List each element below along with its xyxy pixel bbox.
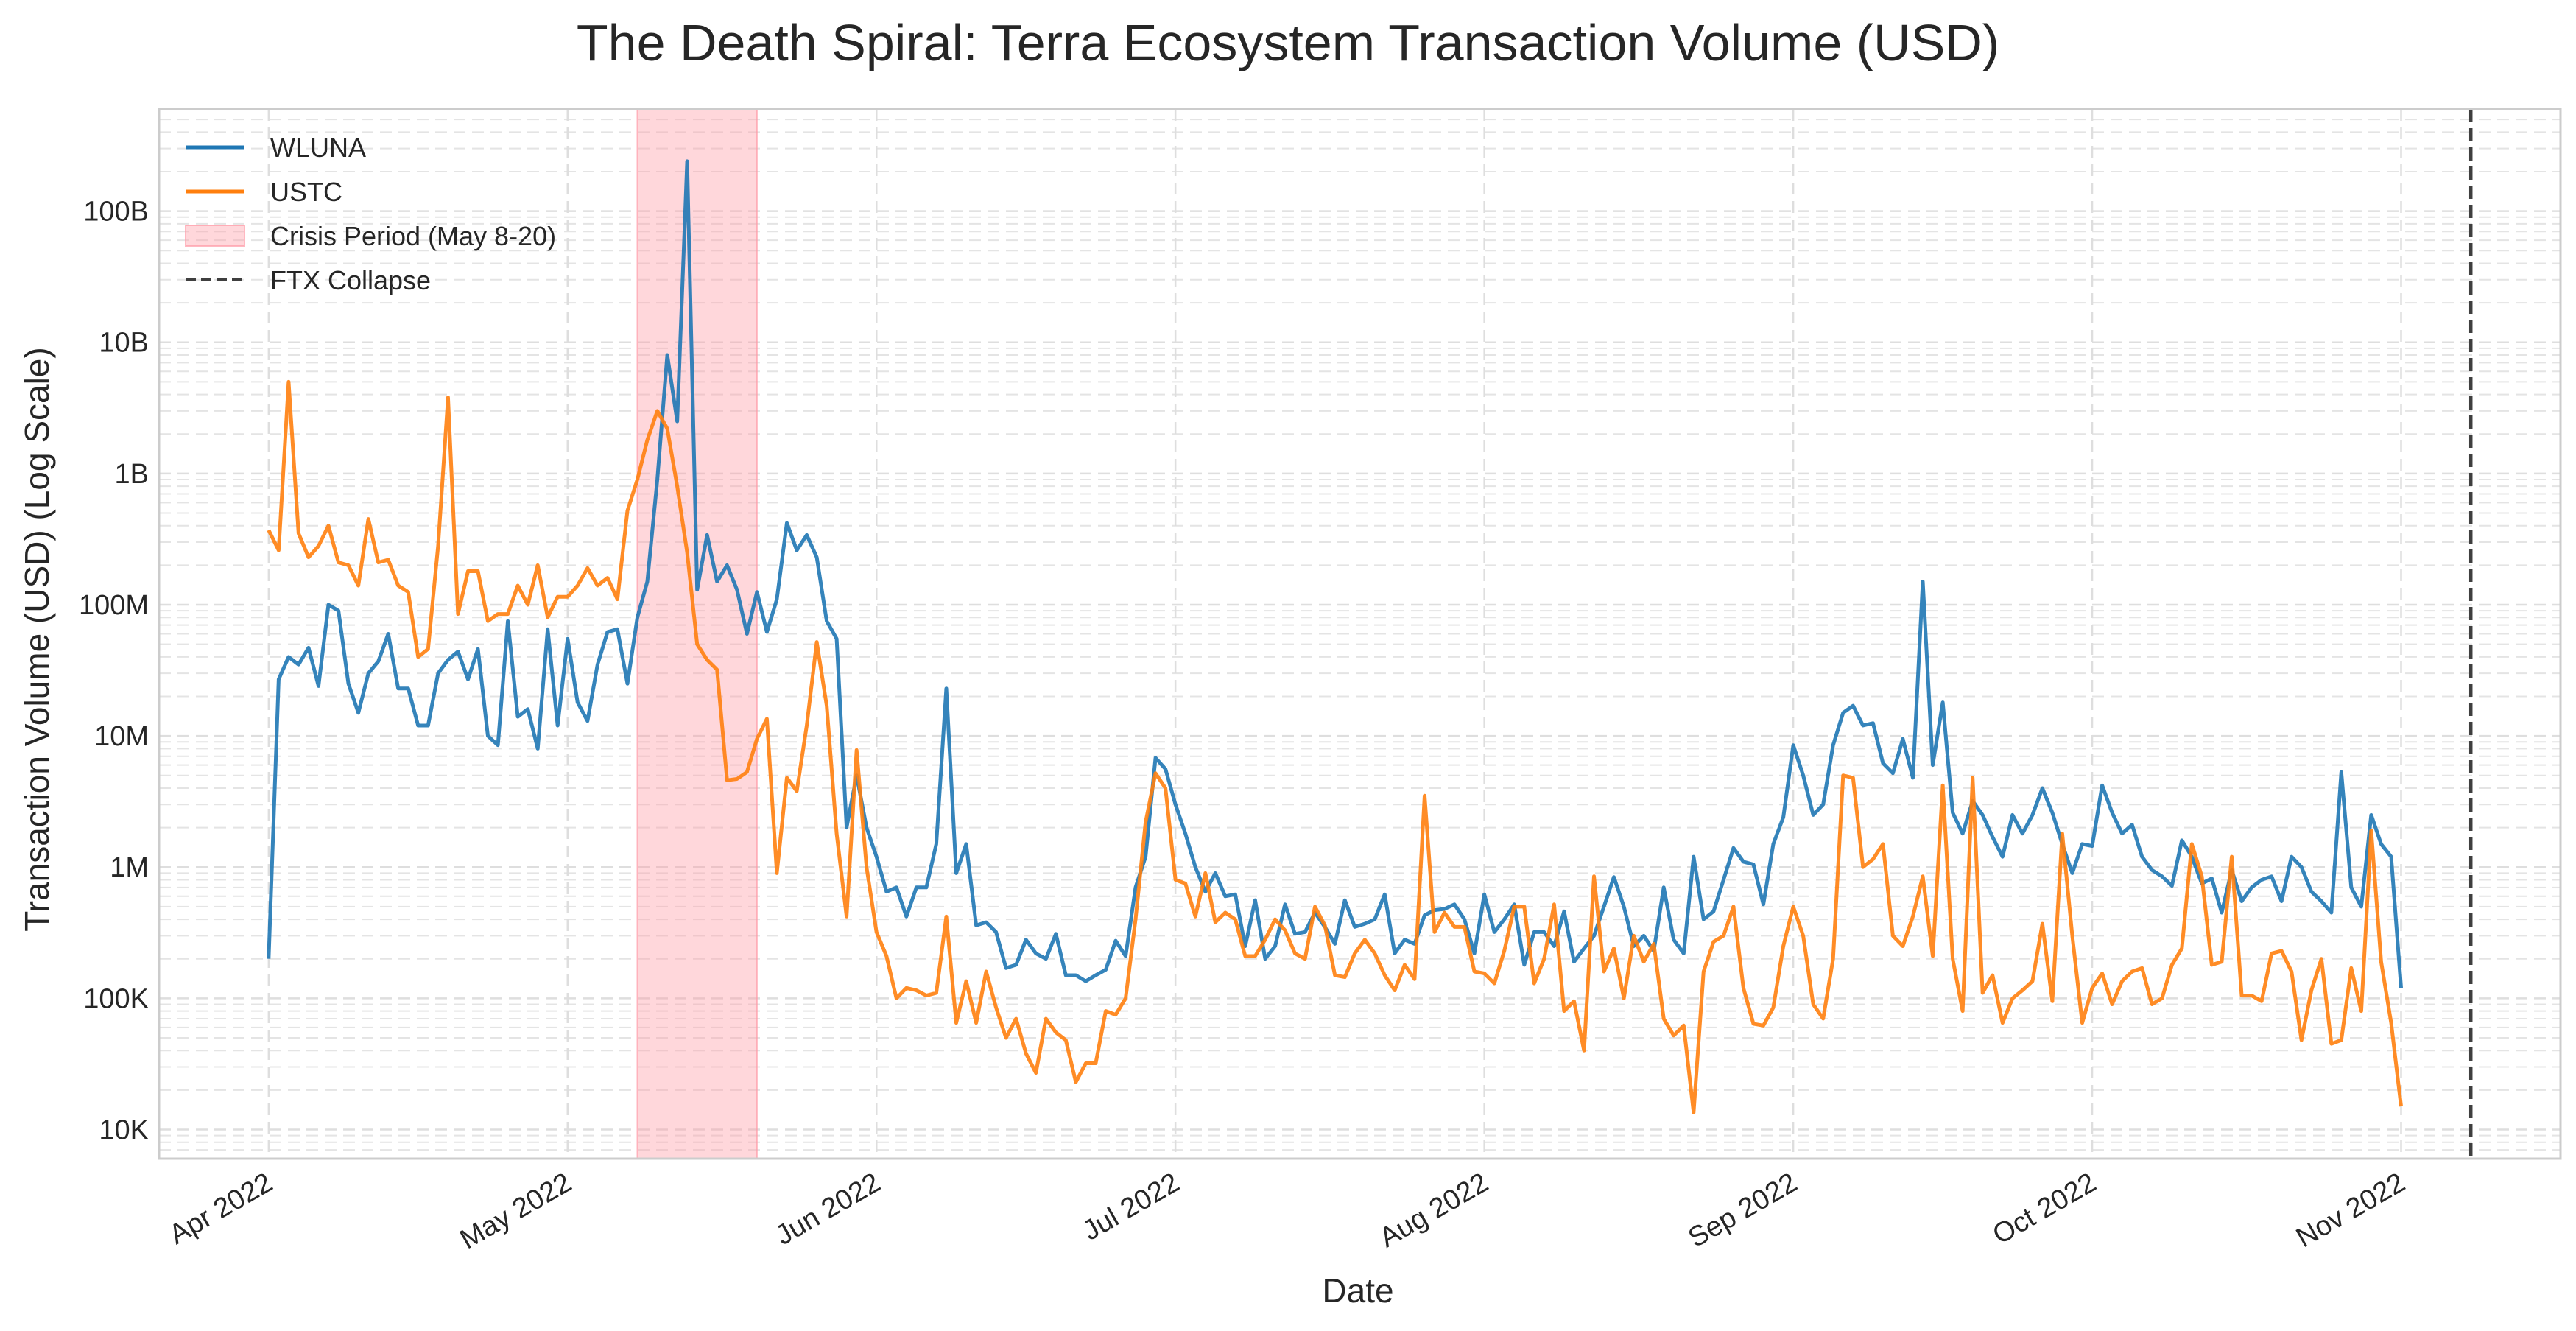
x-tick-label: May 2022 — [455, 1167, 577, 1255]
x-tick-label: Apr 2022 — [164, 1167, 278, 1250]
y-tick-label: 1M — [110, 852, 149, 883]
x-tick-label: Oct 2022 — [1988, 1167, 2102, 1250]
y-axis-label: Transaction Volume (USD) (Log Scale) — [18, 347, 56, 931]
x-tick-label: Jul 2022 — [1077, 1167, 1184, 1246]
chart-title: The Death Spiral: Terra Ecosystem Transa… — [577, 14, 1999, 71]
series-line-wluna — [267, 159, 2403, 988]
y-tick-label: 100M — [79, 590, 149, 621]
x-tick-label: Aug 2022 — [1374, 1167, 1493, 1254]
legend-label: USTC — [270, 177, 342, 207]
plot-frame — [158, 108, 2562, 1160]
legend-label: Crisis Period (May 8-20) — [270, 221, 556, 251]
x-axis-label: Date — [1322, 1271, 1393, 1310]
legend-label: WLUNA — [270, 133, 366, 163]
x-tick-label: Jun 2022 — [770, 1167, 885, 1251]
legend: WLUNA USTC Crisis Period (May 8-20) FTX Col… — [185, 133, 556, 295]
y-tick-label: 10B — [99, 328, 149, 359]
y-tick-label: 10M — [94, 721, 149, 752]
legend-label: FTX Collapse — [270, 265, 431, 295]
x-tick-label: Sep 2022 — [1683, 1167, 1803, 1254]
series-group — [267, 159, 2403, 1114]
y-tick-label: 10K — [99, 1114, 149, 1145]
series-line-ustc — [267, 379, 2403, 1114]
plot-area: 10K 100K 1M 10M 100M 1B 10B 100B Apr 2022 May 202… — [79, 108, 2562, 1255]
y-tick-label: 100B — [83, 197, 149, 228]
legend-swatch — [185, 225, 245, 247]
y-tick-label: 1B — [115, 459, 149, 490]
y-tick-label: 100K — [83, 983, 149, 1014]
x-tick-label: Nov 2022 — [2291, 1167, 2410, 1254]
